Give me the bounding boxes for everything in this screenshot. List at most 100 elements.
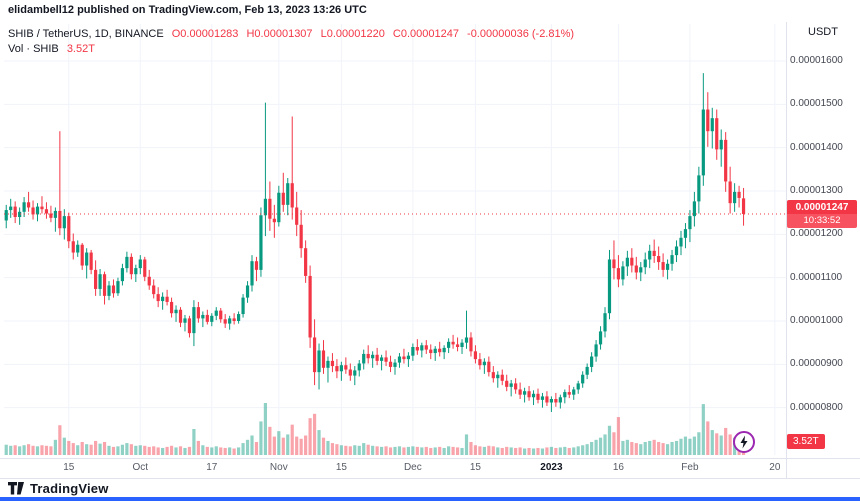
candle-body	[111, 285, 116, 294]
volume-study-label[interactable]: Vol · SHIB	[8, 43, 59, 55]
candle-body	[281, 192, 285, 205]
candle-body	[49, 213, 53, 218]
candle-body	[241, 297, 245, 315]
candle-body	[379, 357, 384, 361]
volume-bar	[464, 434, 469, 455]
volume-bar	[590, 442, 594, 455]
volume-bar	[451, 446, 455, 456]
candle-body	[603, 313, 607, 332]
time-tick-label[interactable]: Nov	[269, 462, 288, 473]
volume-bar	[272, 436, 276, 455]
candle-body	[728, 181, 732, 204]
candle-body	[375, 354, 379, 361]
candle-body	[688, 216, 692, 230]
volume-bar	[581, 445, 585, 455]
volume-bar	[339, 445, 343, 455]
candle-body	[505, 380, 509, 387]
tradingview-logo-icon[interactable]	[8, 482, 25, 495]
volume-bar	[169, 445, 174, 455]
candle-body	[44, 209, 49, 214]
candle-body	[384, 357, 388, 362]
candle-body	[143, 259, 147, 277]
candle-body	[187, 318, 192, 334]
time-tick-label[interactable]: 16	[612, 462, 624, 473]
candle-body	[357, 363, 361, 371]
time-axis[interactable]: 15 Oct 17 Nov 15 Dec 15 2023 16 Feb 20	[0, 462, 786, 478]
volume-bar	[402, 447, 406, 455]
candle-body	[491, 372, 495, 379]
candle-body	[679, 237, 683, 247]
candle-body	[268, 198, 272, 219]
publisher-line: elidambell12 published on TradingView.co…	[8, 4, 367, 16]
volume-bar	[241, 443, 245, 455]
bar-close-countdown: 10:33:52	[787, 213, 857, 228]
candle-body	[165, 296, 169, 302]
time-tick-label[interactable]: 15	[63, 462, 75, 473]
time-tick-label[interactable]: 17	[206, 462, 218, 473]
candle-body	[536, 393, 540, 400]
candle-body	[156, 294, 160, 302]
symbol-title[interactable]: SHIB / TetherUS, 1D, BINANCE	[8, 28, 164, 40]
candle-body	[308, 275, 312, 338]
boost-button[interactable]	[733, 431, 755, 453]
candle-body	[76, 244, 80, 253]
candle-body	[487, 361, 491, 373]
candle-body	[607, 259, 612, 314]
volume-bar	[178, 446, 183, 455]
volume-bar	[701, 404, 705, 455]
tradingview-brand[interactable]: TradingView	[30, 481, 109, 496]
volume-bar	[138, 445, 142, 455]
volume-bar	[26, 444, 31, 455]
time-tick-label[interactable]: Feb	[681, 462, 699, 473]
candle-body	[26, 202, 31, 208]
volume-bar	[567, 447, 571, 455]
candle-body	[621, 266, 625, 280]
time-tick-label[interactable]: 20	[769, 462, 781, 473]
volume-bar	[196, 440, 200, 455]
candle-body	[469, 337, 473, 352]
volume-bar	[13, 445, 17, 455]
time-tick-label[interactable]: 15	[335, 462, 347, 473]
candle-body	[509, 383, 513, 387]
volume-bar	[250, 435, 254, 455]
volume-bar	[469, 442, 473, 455]
footer: TradingView	[8, 481, 109, 496]
candle-body	[89, 252, 93, 270]
volume-bar	[214, 446, 218, 455]
time-tick-label[interactable]: Dec	[403, 462, 422, 473]
candle-body	[522, 391, 527, 395]
volume-bar	[299, 438, 303, 455]
volume-bar	[572, 447, 576, 455]
candle-body	[715, 118, 719, 150]
candle-body	[371, 354, 375, 359]
candle-body	[567, 392, 571, 395]
candle-body	[697, 175, 701, 202]
candle-body	[116, 281, 120, 294]
candle-body	[630, 257, 634, 266]
volume-bar	[536, 447, 540, 455]
volume-bar	[187, 446, 192, 456]
candle-body	[545, 396, 549, 403]
candle-body	[13, 206, 17, 217]
volume-bar	[518, 447, 522, 455]
time-tick-label[interactable]: 2023	[540, 462, 563, 473]
volume-bar	[31, 445, 35, 455]
time-tick-label[interactable]: 15	[469, 462, 481, 473]
candle-body	[482, 361, 486, 366]
volume-bar	[692, 436, 696, 455]
candle-body	[4, 210, 8, 221]
time-tick-label[interactable]: Oct	[132, 462, 149, 473]
candle-body	[178, 309, 183, 323]
candle-body	[554, 399, 558, 403]
volume-bar	[357, 445, 361, 455]
volume-bar	[384, 446, 388, 455]
volume-bar	[223, 447, 227, 455]
candle-body	[330, 360, 335, 367]
candle-body	[366, 353, 370, 359]
candle-body	[478, 359, 482, 366]
volume-bar	[576, 446, 580, 455]
candle-body	[393, 362, 397, 367]
volume-bar	[379, 446, 384, 456]
candle-body	[304, 248, 308, 276]
